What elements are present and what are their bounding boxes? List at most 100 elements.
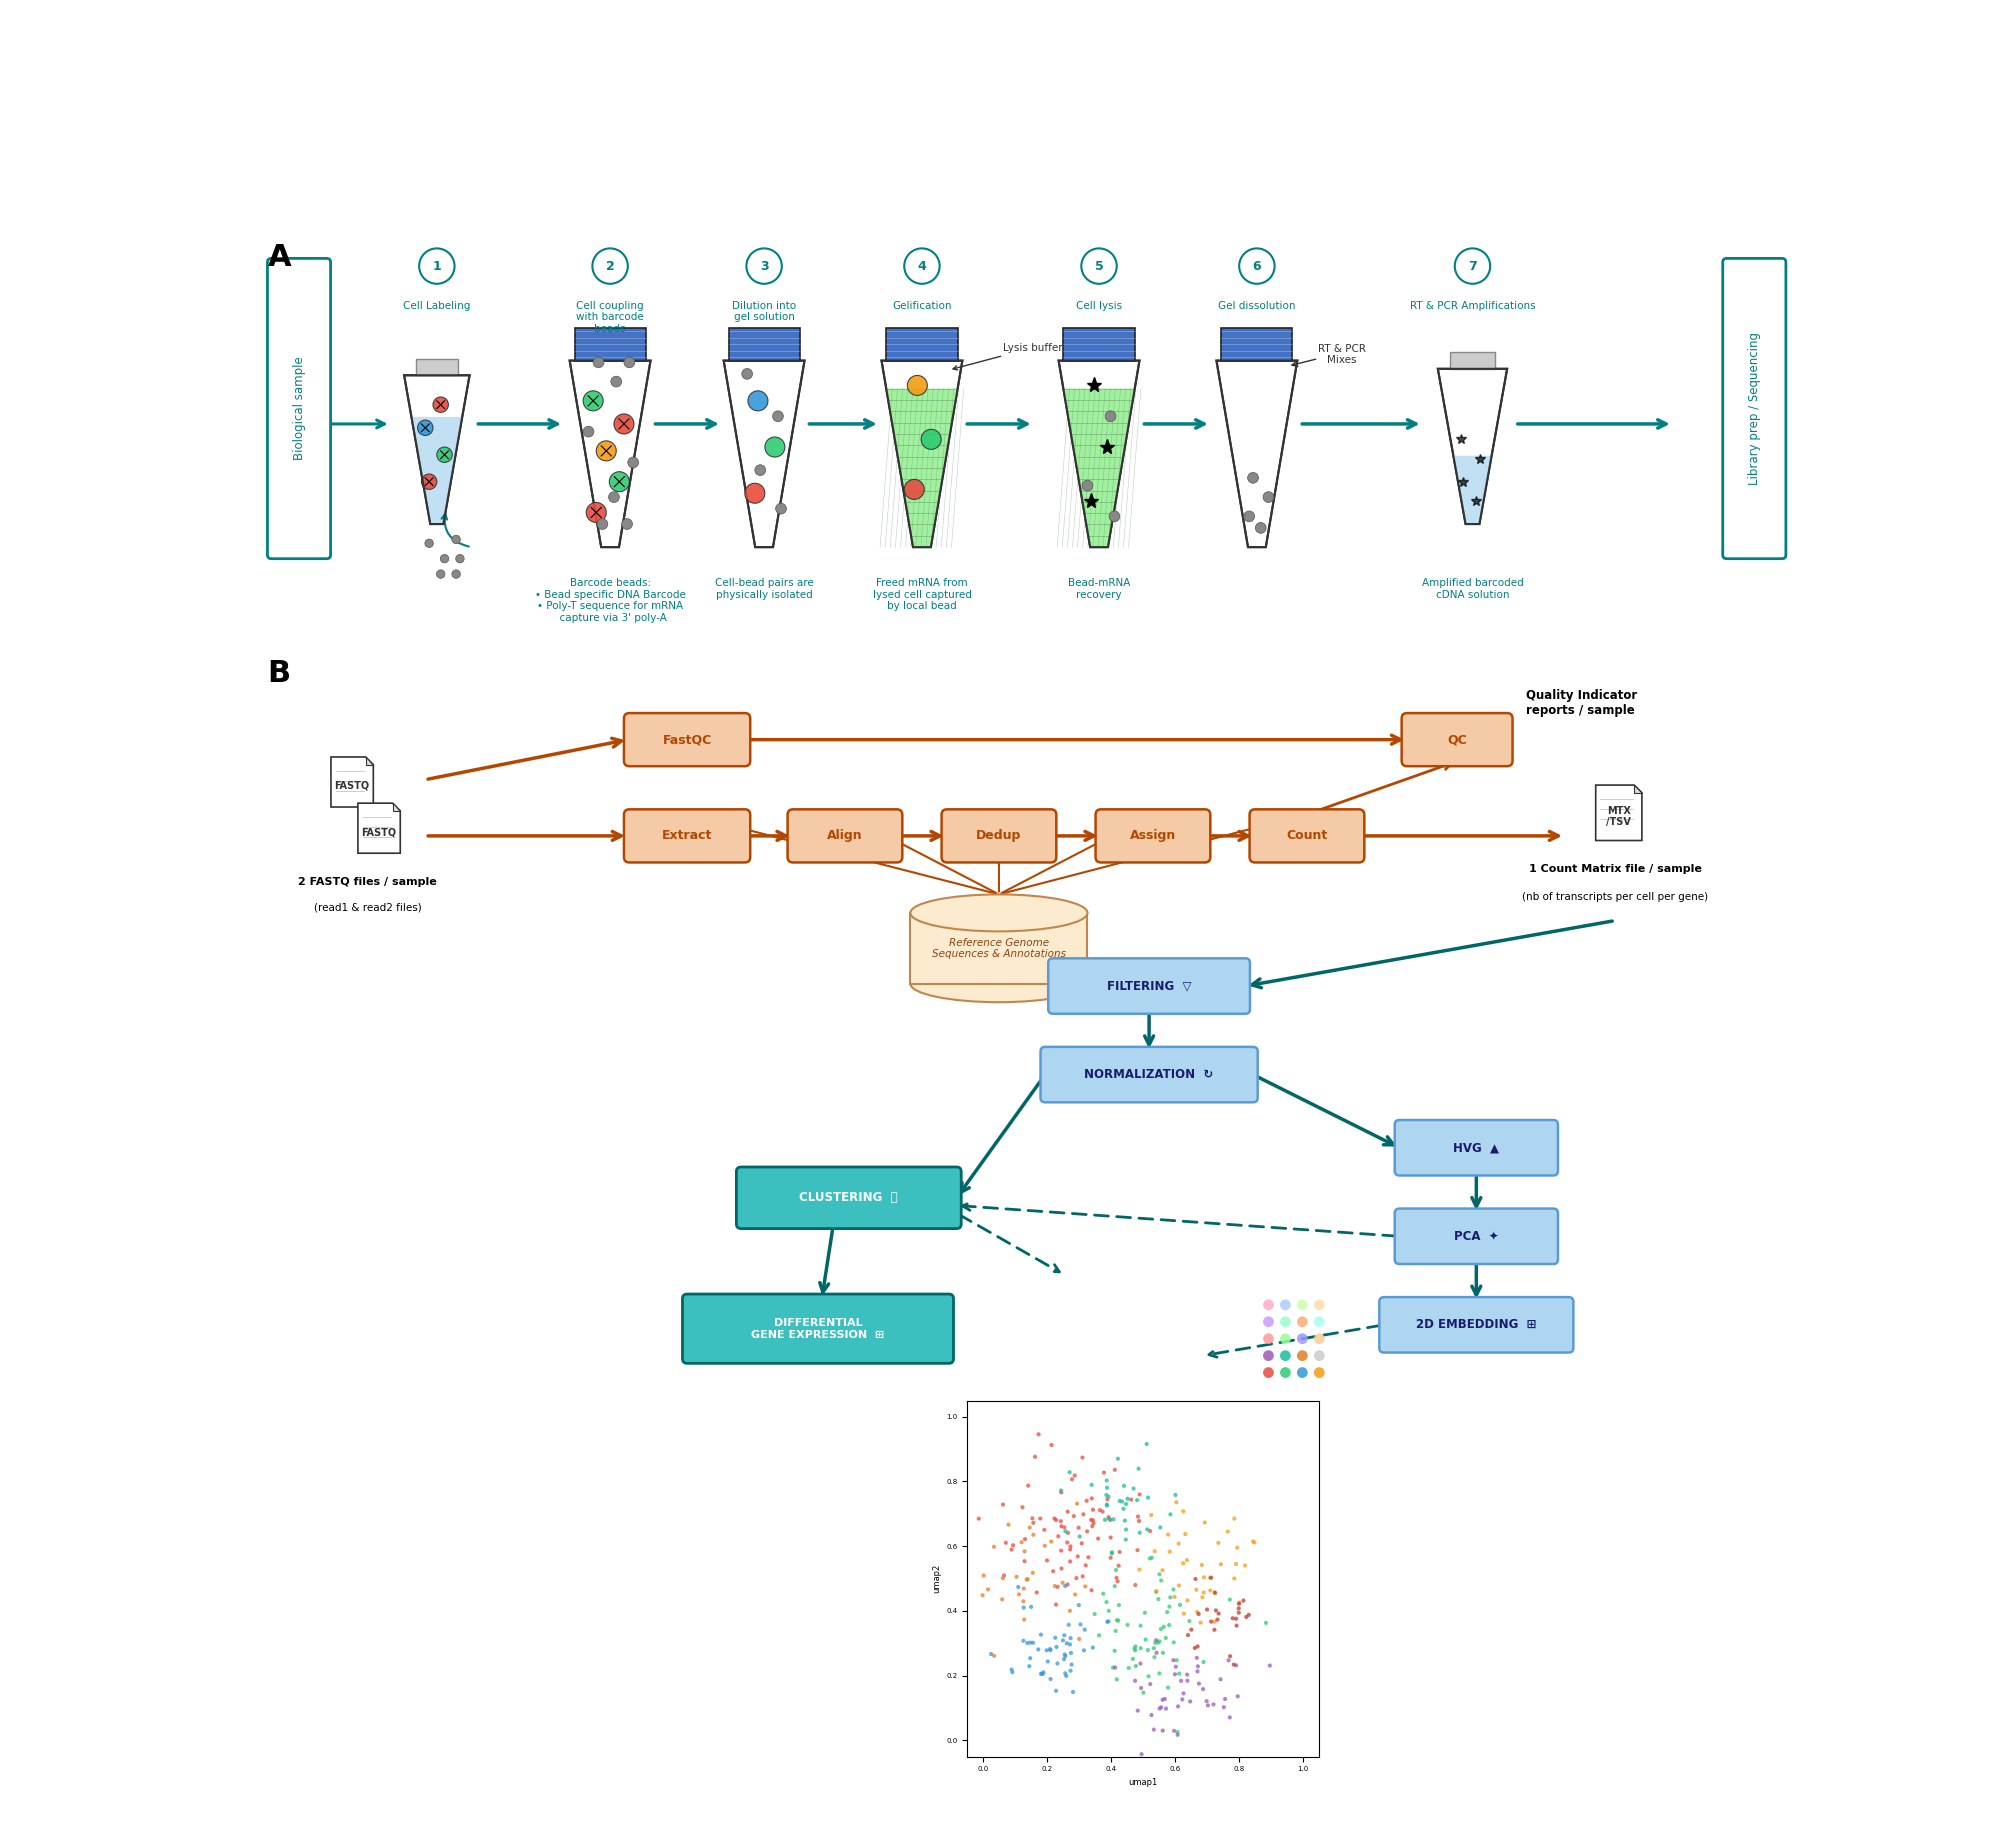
Point — [1104, 1486, 1136, 1516]
Point — [1050, 1642, 1082, 1671]
Point — [1050, 1662, 1082, 1691]
Point — [1042, 1521, 1074, 1550]
Point — [1050, 1517, 1082, 1547]
Text: Reference Genome
Sequences & Annotations: Reference Genome Sequences & Annotations — [931, 937, 1066, 959]
Point — [1158, 1627, 1190, 1656]
Text: Dedup: Dedup — [975, 829, 1022, 842]
Point — [1054, 1596, 1086, 1625]
Point — [1022, 1634, 1054, 1663]
Point — [1170, 1519, 1202, 1548]
Point — [999, 1563, 1032, 1592]
Point — [1012, 1472, 1044, 1501]
Point — [1124, 1611, 1156, 1640]
Point — [1088, 1579, 1120, 1609]
Text: FASTQ: FASTQ — [335, 782, 369, 791]
Point — [1048, 1625, 1080, 1654]
Point — [1078, 1600, 1110, 1629]
Polygon shape — [881, 360, 963, 548]
Text: 1 Count Matrix file / sample: 1 Count Matrix file / sample — [1529, 864, 1702, 875]
Circle shape — [628, 456, 638, 467]
Point — [1152, 1598, 1184, 1627]
Point — [1148, 1612, 1180, 1642]
Point — [1218, 1563, 1250, 1592]
Point — [1014, 1514, 1046, 1543]
Point — [1218, 1505, 1250, 1534]
Point — [1018, 1629, 1050, 1658]
Point — [1216, 1603, 1248, 1632]
Point — [1120, 1665, 1152, 1695]
Point — [1078, 1506, 1110, 1536]
Point — [1200, 1579, 1232, 1609]
Point — [1094, 1505, 1126, 1534]
FancyBboxPatch shape — [1722, 259, 1786, 559]
Point — [989, 1528, 1022, 1558]
FancyBboxPatch shape — [1096, 809, 1210, 862]
Text: 2D EMBEDDING  ⊞: 2D EMBEDDING ⊞ — [1417, 1318, 1537, 1331]
Point — [1090, 1587, 1122, 1616]
Point — [995, 1536, 1028, 1565]
Point — [1228, 1587, 1260, 1616]
Point — [1040, 1505, 1072, 1534]
Point — [1110, 1490, 1142, 1519]
Point — [1254, 1651, 1286, 1680]
Circle shape — [584, 425, 594, 436]
Point — [937, 1596, 969, 1625]
Circle shape — [419, 248, 454, 283]
Circle shape — [456, 555, 464, 562]
Text: PCA  ✦: PCA ✦ — [1453, 1229, 1499, 1244]
Point — [1172, 1660, 1204, 1689]
Point — [1018, 1508, 1050, 1537]
Point — [975, 1640, 1008, 1669]
Point — [1164, 1660, 1196, 1689]
Point — [1168, 1497, 1200, 1527]
Point — [971, 1574, 1004, 1603]
Point — [1170, 1545, 1202, 1574]
Point — [1090, 1466, 1122, 1495]
Text: 3: 3 — [761, 259, 769, 272]
Point — [1160, 1488, 1192, 1517]
Point — [1168, 1548, 1200, 1578]
Point — [1008, 1605, 1040, 1634]
Circle shape — [417, 420, 434, 435]
Point — [1122, 1696, 1154, 1726]
Point — [1058, 1501, 1090, 1530]
Point — [1194, 1563, 1226, 1592]
Point — [1152, 1673, 1184, 1702]
Circle shape — [1262, 491, 1274, 502]
Text: 2 FASTQ files / sample: 2 FASTQ files / sample — [299, 876, 438, 887]
Point — [1054, 1532, 1086, 1561]
Point — [1188, 1647, 1220, 1676]
Point — [1198, 1616, 1230, 1645]
Polygon shape — [357, 803, 399, 853]
Circle shape — [921, 429, 941, 449]
Circle shape — [1262, 1317, 1274, 1328]
Point — [1068, 1614, 1100, 1643]
Circle shape — [596, 519, 608, 530]
Polygon shape — [725, 360, 805, 548]
FancyBboxPatch shape — [1048, 959, 1250, 1013]
Point — [1092, 1596, 1124, 1625]
Text: B: B — [267, 659, 291, 688]
Circle shape — [610, 376, 622, 387]
Point — [1022, 1421, 1054, 1450]
Point — [1064, 1625, 1096, 1654]
Circle shape — [1262, 1349, 1274, 1360]
Point — [1100, 1556, 1132, 1585]
Point — [1124, 1649, 1156, 1678]
Point — [1054, 1457, 1086, 1486]
Point — [963, 1505, 995, 1534]
Point — [1098, 1636, 1130, 1665]
FancyBboxPatch shape — [1401, 714, 1513, 767]
Point — [1140, 1625, 1172, 1654]
FancyBboxPatch shape — [624, 714, 751, 767]
FancyBboxPatch shape — [737, 1167, 961, 1229]
Point — [1128, 1678, 1160, 1707]
Circle shape — [610, 471, 630, 491]
Point — [1004, 1579, 1036, 1609]
Point — [1130, 1430, 1162, 1459]
Polygon shape — [1064, 389, 1134, 548]
Point — [987, 1563, 1020, 1592]
Point — [1076, 1512, 1108, 1541]
Text: FILTERING  ▽: FILTERING ▽ — [1106, 979, 1192, 993]
Point — [1054, 1536, 1086, 1565]
